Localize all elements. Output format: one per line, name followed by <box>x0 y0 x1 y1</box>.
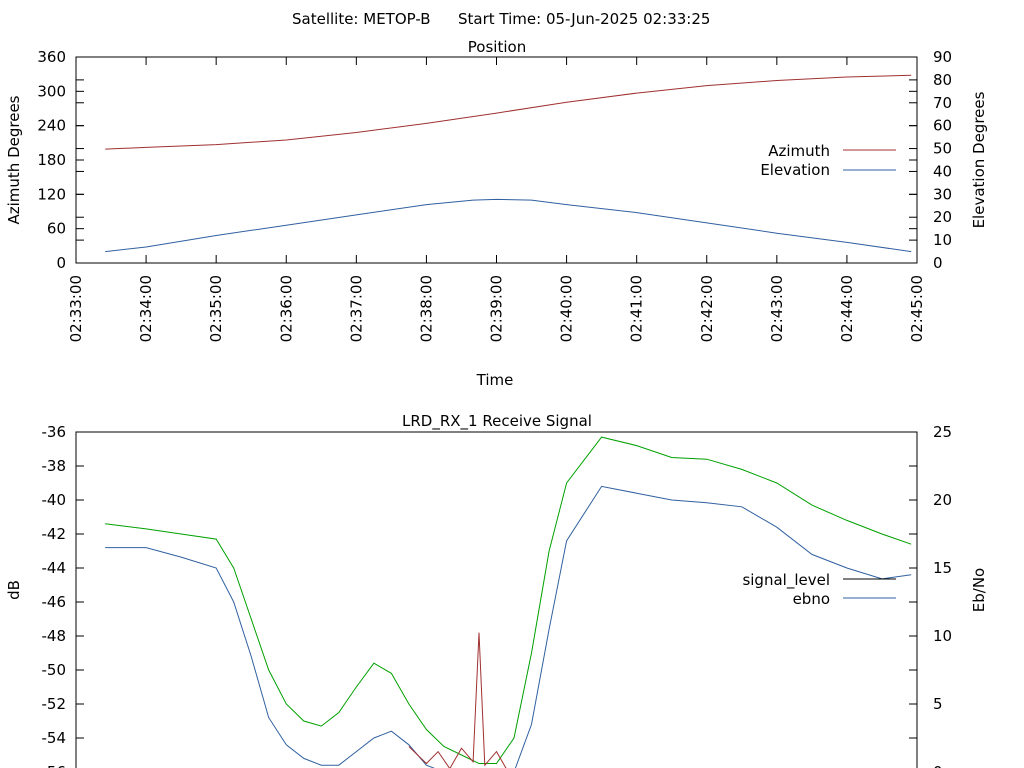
position-y2-axis-label: Elevation Degrees <box>970 91 988 228</box>
legend-label-azimuth: Azimuth <box>768 142 830 160</box>
position-y-tick-label: 180 <box>37 151 66 169</box>
position-x-tick-label: 02:45:00 <box>908 275 926 342</box>
position-y-tick-label: 300 <box>37 82 66 100</box>
position-y2-tick-label: 60 <box>933 117 952 135</box>
position-x-axis-label: Time <box>476 371 514 389</box>
position-y2-tick-label: 90 <box>933 48 952 66</box>
position-y-tick-label: 0 <box>56 254 66 272</box>
position-x-tick-label: 02:40:00 <box>558 275 576 342</box>
position-x-tick-label: 02:43:00 <box>768 275 786 342</box>
receive-y2-tick-label: 20 <box>933 491 952 509</box>
position-y2-tick-label: 10 <box>933 231 952 249</box>
receive-y-tick-label: -42 <box>42 525 67 543</box>
receive-y-axis-label: dB <box>5 580 23 600</box>
receive-y2-tick-label: 0 <box>933 763 943 768</box>
receive-y-tick-label: -36 <box>42 423 67 441</box>
receive-chart-title: LRD_RX_1 Receive Signal <box>402 412 592 431</box>
position-x-axis: 02:33:00 02:34:00 02:35:00 02:36:00 02:37:00… <box>67 57 926 342</box>
position-x-tick-label: 02:36:00 <box>277 275 295 342</box>
receive-y2-tick-label: 15 <box>933 559 952 577</box>
position-x-tick-label: 02:38:00 <box>417 275 435 342</box>
receive-y-tick-label: -38 <box>42 457 67 475</box>
receive-signal-chart: LRD_RX_1 Receive Signal -56-54-52-50-48-… <box>5 412 988 768</box>
receive-y2-tick-label: 25 <box>933 423 952 441</box>
position-y-axis: 0 60 120 180 240 300 360 <box>37 48 917 272</box>
position-y2-tick-label: 50 <box>933 140 952 158</box>
position-chart-title: Position <box>468 38 526 56</box>
receive-y-axis: -56 -54 -52 -50 -48 -46 -44 -42 -40 -38 -36 <box>42 423 917 768</box>
start-time-label: Start Time: 05-Jun-2025 02:33:25 <box>458 10 710 28</box>
receive-y-tick-label: -48 <box>42 627 67 645</box>
position-x-tick-label: 02:39:00 <box>488 275 506 342</box>
position-y-axis-label: Azimuth Degrees <box>5 95 23 224</box>
receive-y-tick-label: -40 <box>42 491 67 509</box>
position-y2-axis: 0 10 20 30 40 50 60 70 80 90 <box>76 48 952 272</box>
receive-plot-frame <box>75 431 918 768</box>
position-x-tick-label: 02:44:00 <box>838 275 856 342</box>
position-x-tick-label: 02:35:00 <box>207 275 225 342</box>
receive-series-unnamed-line <box>408 632 507 768</box>
position-x-tick-label: 02:42:00 <box>698 275 716 342</box>
receive-series-ebno-line <box>105 485 912 768</box>
legend-label-elevation: Elevation <box>760 161 830 179</box>
legend-label-ebno: ebno <box>793 590 830 608</box>
position-series-elevation-line <box>105 198 912 253</box>
position-y2-tick-label: 70 <box>933 94 952 112</box>
position-legend: Azimuth Elevation <box>760 142 896 179</box>
receive-y-tick-label: -52 <box>42 695 67 713</box>
position-y2-tick-label: 40 <box>933 162 952 180</box>
position-series-azimuth-line <box>105 74 912 150</box>
position-y-tick-label: 60 <box>47 220 66 238</box>
position-y-tick-label: 240 <box>37 117 66 135</box>
position-plot-frame <box>75 56 918 264</box>
receive-y2-axis: 0 5 10 15 20 25 <box>76 423 952 768</box>
receive-y2-tick-label: 10 <box>933 627 952 645</box>
position-x-tick-label: 02:34:00 <box>137 275 155 342</box>
receive-y-tick-label: -56 <box>42 763 67 768</box>
receive-series <box>105 436 912 768</box>
position-y2-tick-label: 20 <box>933 208 952 226</box>
receive-y-tick-label: -46 <box>42 593 67 611</box>
receive-y2-axis-label: Eb/No <box>970 568 988 612</box>
position-x-tick-label: 02:41:00 <box>628 275 646 342</box>
position-y-tick-label: 360 <box>37 48 66 66</box>
receive-y-tick-label: -54 <box>42 729 67 747</box>
position-y2-tick-label: 80 <box>933 71 952 89</box>
position-x-tick-label: 02:37:00 <box>347 275 365 342</box>
receive-y-tick-label: -50 <box>42 661 67 679</box>
position-y2-tick-label: 30 <box>933 185 952 203</box>
receive-legend: signal_level ebno <box>742 571 896 608</box>
legend-label-signal-level: signal_level <box>742 571 830 590</box>
position-chart: Position 0 60 120 180 240 300 360 0 10 20 30 40 50 6… <box>5 38 988 389</box>
position-y2-tick-label: 0 <box>933 254 943 272</box>
position-x-tick-label: 02:33:00 <box>67 275 85 342</box>
satellite-label: Satellite: METOP-B <box>292 10 431 28</box>
receive-series-signal-level-line <box>105 436 912 764</box>
receive-y-tick-label: -44 <box>42 559 67 577</box>
position-series <box>105 74 912 253</box>
position-y-tick-label: 120 <box>37 185 66 203</box>
receive-y2-tick-label: 5 <box>933 695 943 713</box>
